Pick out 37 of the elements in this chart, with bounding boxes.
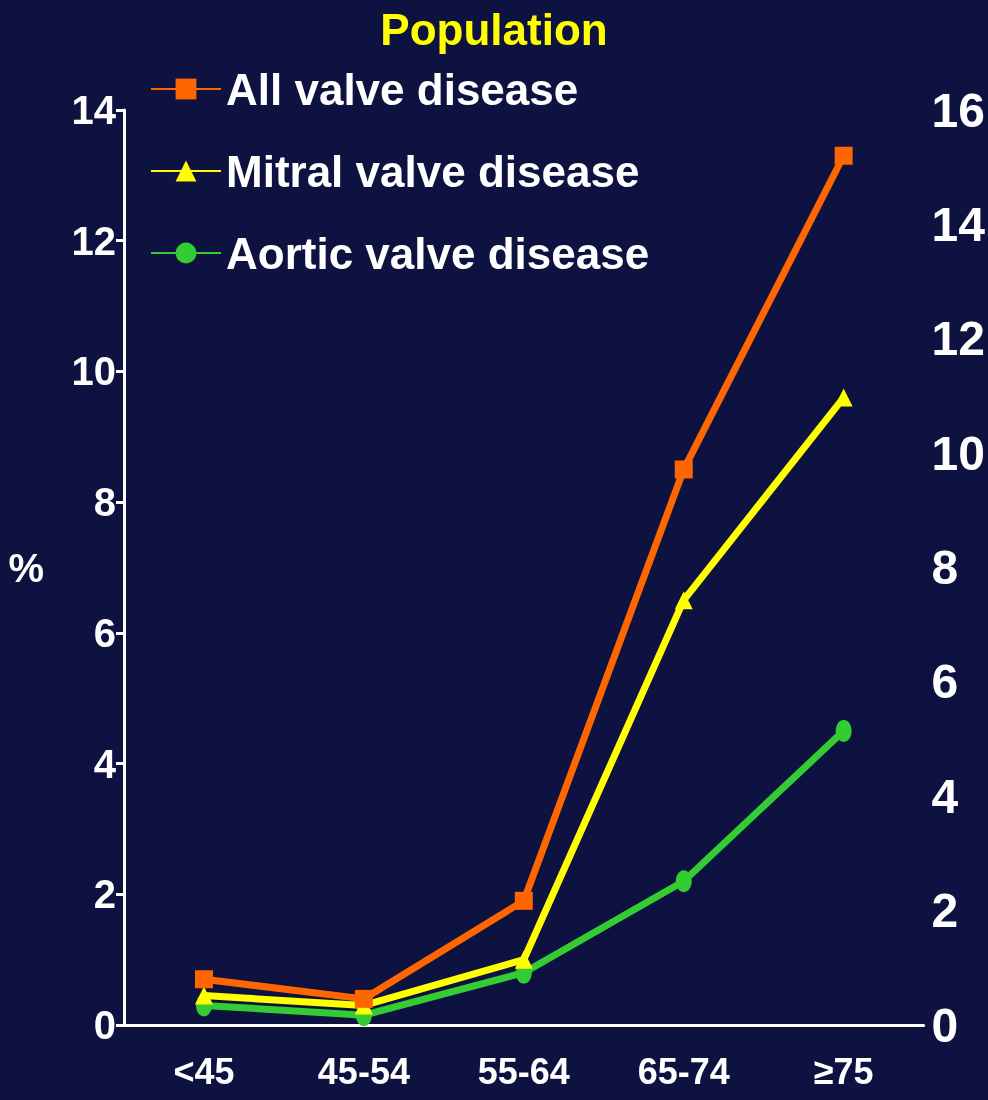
point xyxy=(674,460,693,479)
point xyxy=(835,719,852,742)
y2-tick-label: 12 xyxy=(931,312,985,366)
y-tick-label: 2 xyxy=(93,872,116,917)
y2-tick-label: 8 xyxy=(931,541,959,594)
point xyxy=(194,986,213,1005)
point xyxy=(514,891,533,910)
y2-tick-label: 14 xyxy=(931,197,986,251)
x-tick-label: <45 xyxy=(173,1050,235,1092)
point xyxy=(834,146,853,165)
point xyxy=(354,989,373,1008)
x-tick-label: 55-64 xyxy=(477,1050,570,1092)
y2-tick-label: 6 xyxy=(931,655,959,709)
point xyxy=(194,970,213,989)
y2-tick-label: 2 xyxy=(931,884,959,938)
y-tick-label: 6 xyxy=(93,610,116,655)
y2-tick-label: 4 xyxy=(931,769,959,823)
legend-label: Mitral valve disease xyxy=(226,146,640,196)
y-tick-label: 10 xyxy=(71,349,116,394)
chart-title: Population xyxy=(380,4,608,54)
x-tick-label: 65-74 xyxy=(637,1050,730,1092)
point xyxy=(514,950,533,969)
y2-tick-label: 10 xyxy=(931,426,985,480)
legend-label: All valve disease xyxy=(226,64,579,114)
y-tick-label: 0 xyxy=(93,1003,116,1047)
y-tick-label: 4 xyxy=(93,741,117,786)
y-tick-label: 12 xyxy=(71,218,116,263)
y2-tick-label: 0 xyxy=(931,998,959,1052)
y-axis-title: % xyxy=(8,545,44,590)
point xyxy=(675,870,692,893)
x-tick-label: 45-54 xyxy=(317,1050,410,1092)
y2-tick-label: 16 xyxy=(931,83,985,137)
point xyxy=(674,591,693,610)
y-tick-label: 8 xyxy=(93,480,116,525)
x-tick-label: ≥75 xyxy=(813,1050,874,1092)
y-tick-label: 14 xyxy=(71,88,117,132)
legend-label: Aortic valve disease xyxy=(226,228,650,278)
